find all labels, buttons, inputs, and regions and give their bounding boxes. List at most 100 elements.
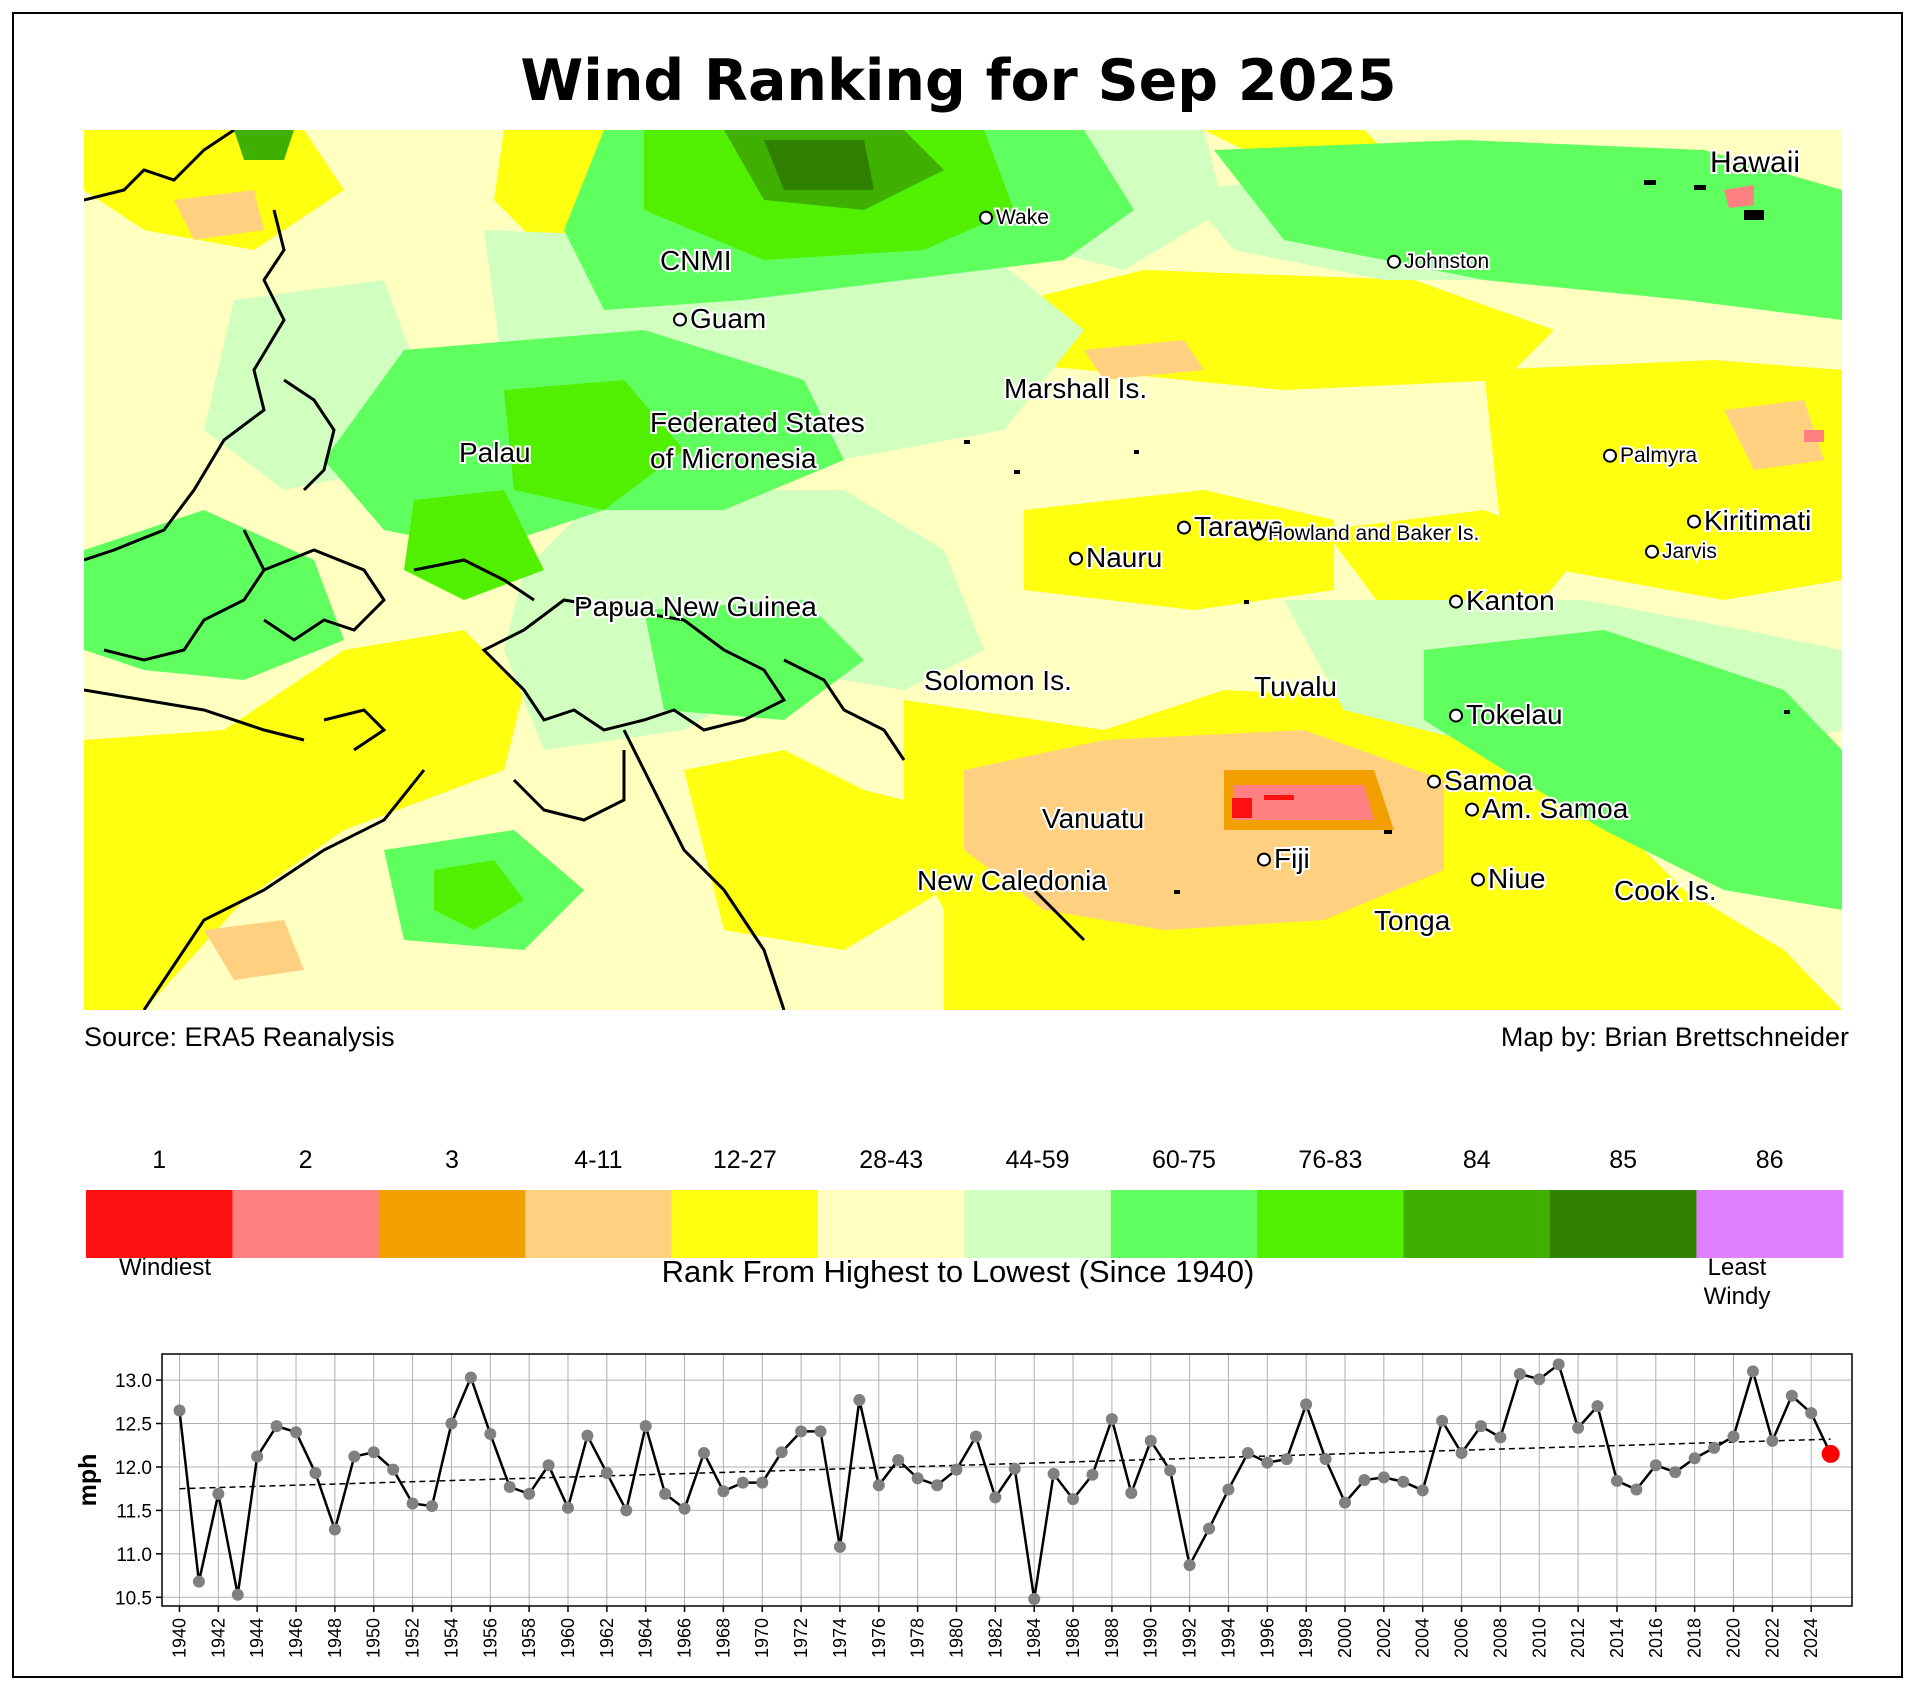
data-point [542, 1459, 555, 1472]
data-point [387, 1463, 400, 1476]
data-point [950, 1463, 963, 1476]
data-point [1766, 1434, 1779, 1447]
data-point [1377, 1471, 1390, 1484]
data-point [426, 1500, 439, 1513]
x-tick-label: 1996 [1257, 1618, 1277, 1658]
data-point [581, 1429, 594, 1442]
map-place-label: Solomon Is. [924, 665, 1072, 696]
data-point [1008, 1462, 1021, 1475]
data-point [1028, 1593, 1041, 1606]
location-marker [1603, 448, 1617, 463]
data-point [1649, 1459, 1662, 1472]
data-point [1241, 1447, 1254, 1460]
data-point [1688, 1452, 1701, 1465]
x-tick-label: 1944 [247, 1618, 267, 1658]
y-tick-label: 11.0 [116, 1545, 152, 1566]
page-title: Wind Ranking for Sep 2025 [520, 48, 1397, 114]
data-point [717, 1485, 730, 1498]
data-point [1494, 1431, 1507, 1444]
legend-swatch [232, 1190, 380, 1258]
map-place-label: Nauru [1086, 542, 1162, 573]
legend-title: Rank From Highest to Lowest (Since 1940) [662, 1254, 1255, 1289]
map-place-label: CNMI [660, 245, 732, 276]
legend-swatch [1550, 1190, 1697, 1258]
map-place-label: Kiritimati [1704, 505, 1811, 536]
legend-low-label: Windiest [119, 1254, 211, 1281]
data-point [989, 1491, 1002, 1504]
legend-swatch [1403, 1190, 1551, 1258]
x-tick-label: 2016 [1646, 1618, 1666, 1658]
data-point [600, 1467, 613, 1480]
x-tick-label: 1948 [325, 1618, 345, 1658]
legend-swatch [86, 1190, 233, 1258]
data-point [173, 1404, 186, 1417]
data-point [1144, 1434, 1157, 1447]
x-tick-label: 2000 [1335, 1618, 1355, 1658]
x-tick-label: 2012 [1568, 1618, 1588, 1658]
x-tick-label: 1960 [558, 1618, 578, 1658]
data-point [1047, 1467, 1060, 1480]
map-place-label: Hawaii [1710, 146, 1800, 179]
data-point [1086, 1468, 1099, 1481]
data-point [231, 1588, 244, 1601]
data-point [736, 1476, 749, 1489]
data-point [1397, 1475, 1410, 1488]
series-line [178, 1362, 1832, 1600]
x-tick-label: 1970 [752, 1618, 772, 1658]
legend-bin-label: 84 [1463, 1146, 1491, 1174]
data-point-highlight [1821, 1444, 1840, 1463]
map-place-label: Cook Is. [1614, 875, 1717, 906]
data-point [1203, 1522, 1216, 1535]
data-point [270, 1420, 283, 1433]
data-point [1319, 1453, 1332, 1466]
map-place-label: Howland and Baker Is. [1268, 522, 1479, 545]
legend-swatch [1696, 1190, 1844, 1258]
data-point [1533, 1373, 1546, 1386]
y-axis-label: mph [74, 1454, 102, 1507]
data-point [367, 1446, 380, 1459]
x-tick-label: 1954 [441, 1618, 461, 1658]
legend-bin-label: 12-27 [713, 1146, 777, 1174]
data-point [309, 1467, 322, 1480]
x-tick-label: 2006 [1452, 1618, 1472, 1658]
x-tick-label: 1990 [1141, 1618, 1161, 1658]
data-point [1591, 1400, 1604, 1413]
x-tick-label: 2008 [1490, 1618, 1510, 1658]
map-place-label: Jarvis [1662, 540, 1717, 563]
map-place-label: Tuvalu [1254, 671, 1337, 702]
data-point [1785, 1389, 1798, 1402]
x-tick-label: 2018 [1685, 1618, 1705, 1658]
x-tick-label: 2004 [1413, 1618, 1433, 1658]
coastlines [84, 130, 1086, 1010]
location-marker [1449, 708, 1463, 723]
wind-timeseries-chart: 10.511.011.512.012.513.0 1940 1942 1944 194… [74, 1353, 1853, 1658]
data-point [814, 1425, 827, 1438]
location-marker [1645, 544, 1659, 559]
x-tick-label: 1962 [597, 1618, 617, 1658]
location-marker [979, 210, 993, 225]
data-point [1280, 1453, 1293, 1466]
data-point [1727, 1430, 1740, 1443]
data-point [328, 1523, 341, 1536]
y-tick-label: 13.0 [115, 1371, 152, 1392]
data-point [1455, 1447, 1468, 1460]
location-marker [1465, 802, 1479, 817]
data-point [1746, 1365, 1759, 1378]
map-place-label: Kanton [1466, 585, 1555, 616]
data-point [1552, 1358, 1565, 1371]
map-place-label: of Micronesia [650, 443, 817, 474]
data-point [620, 1504, 633, 1517]
legend-high-label-1: Least [1708, 1254, 1767, 1281]
data-point [290, 1426, 303, 1439]
location-marker [1177, 520, 1191, 535]
map-place-label: Am. Samoa [1482, 793, 1629, 824]
data-point [1610, 1474, 1623, 1487]
x-tick-labels: 1940 1942 1944 1946 1948 1950 1952 1954 1956 1958… [169, 1606, 1821, 1658]
data-point [659, 1487, 672, 1500]
data-point [639, 1420, 652, 1433]
x-tick-label: 1966 [675, 1618, 695, 1658]
data-point [561, 1501, 574, 1514]
data-point [1358, 1474, 1371, 1486]
data-point [1300, 1398, 1313, 1411]
y-tick-label: 12.5 [115, 1415, 152, 1436]
